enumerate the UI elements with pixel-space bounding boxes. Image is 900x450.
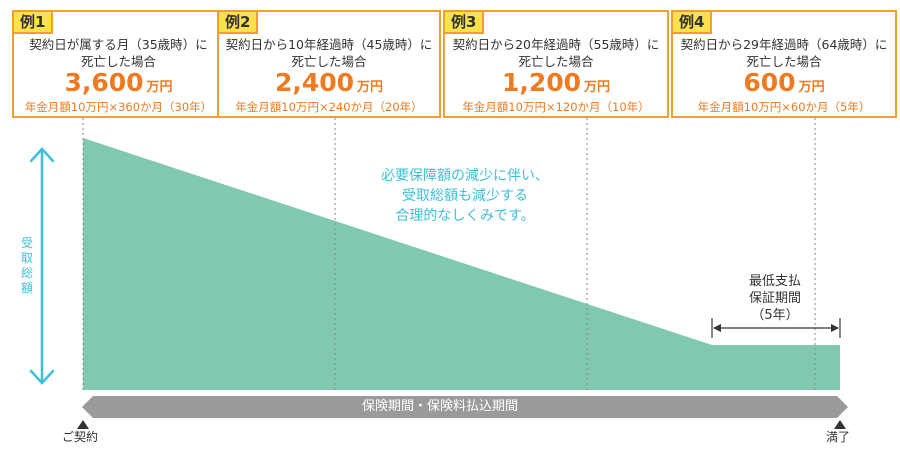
start-marker-icon: [77, 420, 89, 429]
amount-unit: 万円: [357, 80, 384, 95]
example-calculation: 年金月額10万円×360か月（30年）: [24, 100, 213, 114]
condition-line: 契約日から20年経過時（55歳時）に: [452, 37, 660, 52]
example-tag: 例3: [443, 10, 485, 34]
amount-unit: 万円: [798, 80, 825, 95]
example-calculation: 年金月額10万円×120か月（10年）: [462, 100, 650, 114]
min-guarantee-line: 最低支払: [748, 274, 801, 289]
y-axis-char: 取: [20, 251, 33, 265]
condition-line: 契約日が属する月（35歳時）に: [29, 37, 208, 52]
period-banner-arrow: [82, 396, 848, 418]
example-condition: 契約日から20年経過時（55歳時）に 死亡した場合: [445, 36, 667, 70]
y-axis-char: 総: [20, 266, 33, 280]
example-box-2: 例2 契約日から10年経過時（45歳時）に 死亡した場合 2,400 万円 年金月…: [217, 10, 441, 118]
amount-value: 600: [743, 68, 796, 97]
end-marker-icon: [834, 420, 846, 429]
amount-value: 1,200: [501, 68, 582, 97]
amount-unit: 万円: [584, 80, 611, 95]
notice-line: 合理的なしくみです。: [395, 208, 535, 224]
example-calculation: 年金月額10万円×60か月（5年）: [697, 100, 871, 114]
example-tag: 例1: [12, 10, 54, 34]
condition-line: 死亡した場合: [80, 54, 156, 69]
example-box-1: 例1 契約日が属する月（35歳時）に 死亡した場合 3,600 万円 年金月額10…: [12, 10, 225, 118]
amount-value: 2,400: [274, 68, 355, 97]
example-tag: 例2: [217, 10, 259, 34]
minimum-guarantee-bracket: [711, 318, 841, 338]
example-box-4: 例4 契約日から29年経過時（64歳時）に 死亡した場合 600 万円 年金月額1…: [671, 10, 897, 118]
example-condition: 契約日から10年経過時（45歳時）に 死亡した場合: [219, 36, 439, 70]
minimum-guarantee-label: 最低支払 保証期間 （5年）: [720, 273, 830, 324]
example-amount: 3,600 万円: [14, 69, 223, 102]
example-amount: 600 万円: [673, 69, 895, 102]
condition-line: 死亡した場合: [746, 54, 822, 69]
example-calculation: 年金月額10万円×240か月（20年）: [235, 100, 423, 114]
y-axis-char: 受: [20, 236, 33, 250]
y-axis-arrow: [29, 147, 55, 385]
condition-line: 契約日から10年経過時（45歳時）に: [225, 37, 433, 52]
condition-line: 死亡した場合: [518, 54, 594, 69]
mechanism-notice: 必要保障額の減少に伴い、 受取総額も減少する 合理的なしくみです。: [350, 166, 580, 226]
example-amount: 1,200 万円: [445, 69, 667, 102]
example-condition: 契約日から29年経過時（64歳時）に 死亡した場合: [673, 36, 895, 70]
contract-end-label: 満了: [826, 430, 851, 444]
min-guarantee-line: （5年）: [751, 308, 799, 323]
period-banner-label: 保険期間・保険料払込期間: [361, 399, 518, 414]
example-condition: 契約日が属する月（35歳時）に 死亡した場合: [14, 36, 223, 70]
notice-line: 受取総額も減少する: [402, 188, 528, 204]
min-guarantee-line: 保証期間: [748, 291, 801, 306]
notice-line: 必要保障額の減少に伴い、: [381, 168, 549, 184]
y-axis-label: 受 取 総 額: [20, 236, 34, 296]
contract-start-label: ご契約: [62, 430, 99, 444]
example-box-3: 例3 契約日から20年経過時（55歳時）に 死亡した場合 1,200 万円 年金月…: [443, 10, 669, 118]
benefit-area: [83, 138, 840, 390]
y-axis-char: 額: [20, 281, 33, 295]
condition-line: 契約日から29年経過時（64歳時）に: [680, 37, 888, 52]
example-tag: 例4: [671, 10, 713, 34]
example-amount: 2,400 万円: [219, 69, 439, 102]
amount-unit: 万円: [146, 80, 173, 95]
condition-line: 死亡した場合: [291, 54, 367, 69]
amount-value: 3,600: [64, 68, 144, 97]
